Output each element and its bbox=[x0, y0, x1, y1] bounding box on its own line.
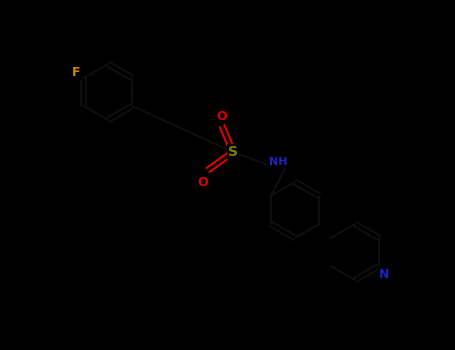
Text: O: O bbox=[197, 175, 208, 189]
Text: NH: NH bbox=[269, 157, 287, 167]
Text: F: F bbox=[71, 66, 80, 79]
Text: N: N bbox=[379, 267, 389, 280]
Text: S: S bbox=[228, 145, 238, 159]
Text: O: O bbox=[217, 110, 228, 122]
